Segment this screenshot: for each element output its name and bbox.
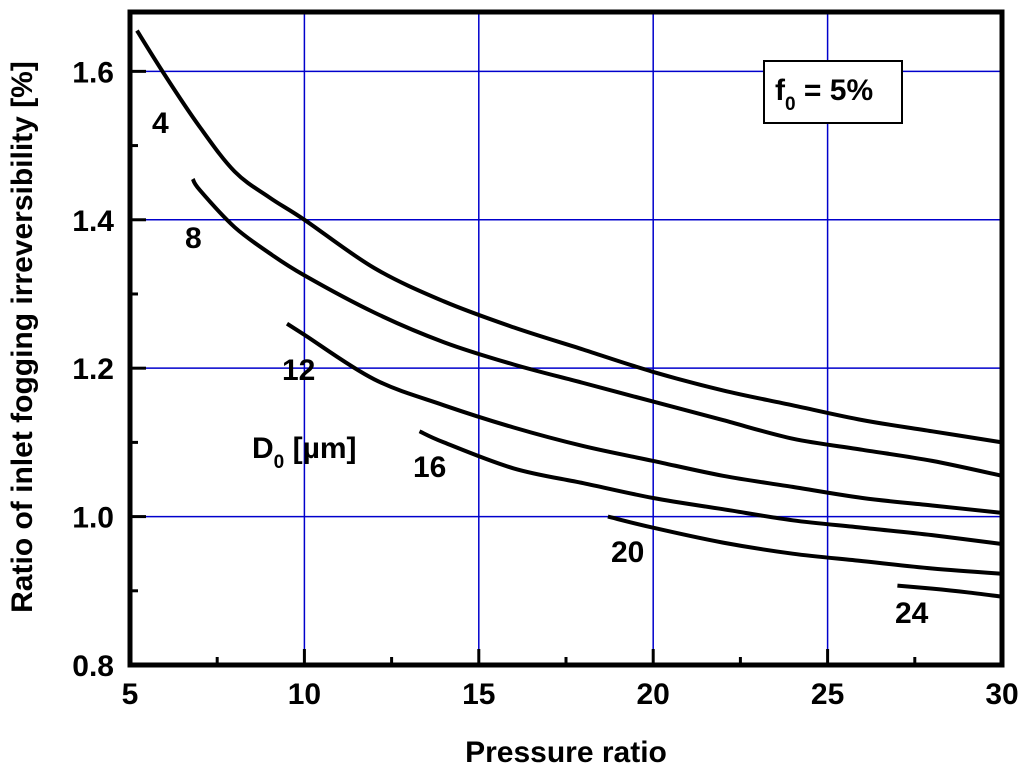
- series-lines: [135, 29, 1003, 599]
- series-line-12: [285, 322, 1003, 515]
- x-tick-label-30: 30: [985, 678, 1018, 711]
- legend-title: D0 [µm]: [252, 432, 357, 473]
- x-tick-label-20: 20: [637, 678, 670, 711]
- y-axis-title: Ratio of inlet fogging irreversibility […: [6, 61, 39, 613]
- y-tick-label-0.8: 0.8: [72, 650, 114, 683]
- x-tick-label-5: 5: [122, 678, 139, 711]
- x-tick-label-15: 15: [462, 678, 495, 711]
- series-label-8: 8: [185, 222, 202, 255]
- y-tick-label-1.6: 1.6: [72, 56, 114, 89]
- series-labels: 4 8 12 16 20 24: [152, 107, 929, 630]
- x-tick-label-10: 10: [288, 678, 321, 711]
- svg-text:D0 [µm]: D0 [µm]: [252, 432, 357, 473]
- series-line-16: [418, 429, 1003, 546]
- tick-labels: 5 10 15 20 25 30 0.8 1.0 1.2 1.4 1.6: [72, 56, 1018, 711]
- y-tick-label-1.4: 1.4: [72, 205, 114, 238]
- legend-title-main: D: [252, 432, 274, 465]
- legend-title-rest: [µm]: [284, 432, 356, 465]
- legend-title-sub: 0: [274, 452, 285, 473]
- series-line-4: [135, 29, 1003, 445]
- series-line-20: [607, 514, 1003, 576]
- series-label-12: 12: [282, 354, 315, 387]
- x-tick-label-25: 25: [811, 678, 844, 711]
- series-label-20: 20: [611, 536, 644, 569]
- y-tick-label-1.0: 1.0: [72, 502, 114, 535]
- annotation-sub: 0: [785, 94, 796, 115]
- annotation-rest: = 5%: [796, 74, 874, 107]
- svg-text:f0 = 5%: f0 = 5%: [775, 74, 873, 115]
- y-tick-label-1.2: 1.2: [72, 353, 114, 386]
- series-label-4: 4: [152, 107, 169, 140]
- annotation-box: f0 = 5%: [763, 60, 903, 124]
- series-label-24: 24: [895, 597, 929, 630]
- series-label-16: 16: [413, 451, 446, 484]
- x-axis-title: Pressure ratio: [465, 736, 667, 769]
- series-line-8: [191, 177, 1003, 478]
- series-line-24: [897, 583, 1003, 599]
- annotation-main: f: [775, 74, 786, 107]
- axis-ticks: [128, 69, 1004, 667]
